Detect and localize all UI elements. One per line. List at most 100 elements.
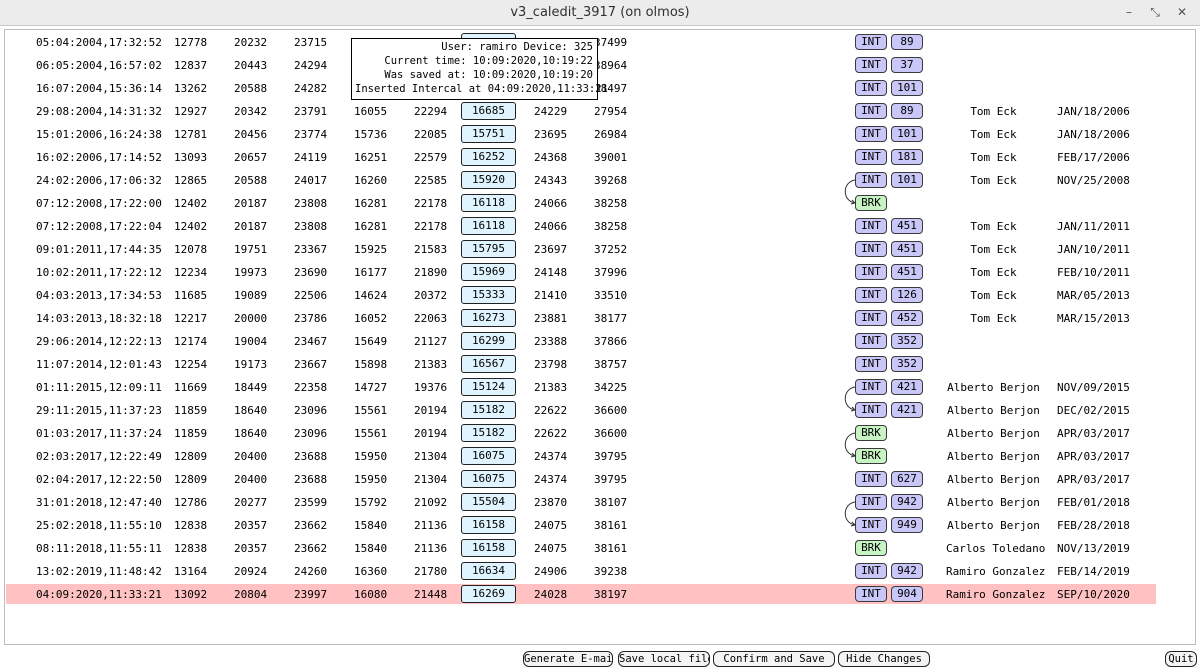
device-number-badge[interactable]: 37 [891, 57, 923, 73]
device-number-badge[interactable]: 451 [891, 264, 923, 280]
table-row[interactable]: 25:02:2018,11:55:10 12838 20357 23662 15840 2… [6, 515, 1156, 535]
intercal-badge[interactable]: INT [855, 586, 887, 602]
device-number-badge[interactable]: 451 [891, 218, 923, 234]
value-edit-field[interactable]: 16567 [461, 355, 516, 373]
intercal-badge[interactable]: INT [855, 57, 887, 73]
device-number-badge[interactable]: 904 [891, 586, 923, 602]
value-edit-field[interactable]: 16273 [461, 309, 516, 327]
close-icon[interactable]: ✕ [1176, 5, 1188, 19]
device-number-badge[interactable]: 352 [891, 356, 923, 372]
table-row[interactable]: 14:03:2013,18:32:18 12217 20000 23786 16052 2… [6, 308, 1156, 328]
device-number-badge[interactable]: 352 [891, 333, 923, 349]
intercal-badge[interactable]: INT [855, 218, 887, 234]
device-number-badge[interactable]: 451 [891, 241, 923, 257]
value-edit-field[interactable]: 16118 [461, 194, 516, 212]
table-row[interactable]: 24:02:2006,17:06:32 12865 20588 24017 16260 2… [6, 170, 1156, 190]
value-edit-field[interactable]: 16118 [461, 217, 516, 235]
break-badge[interactable]: BRK [855, 540, 887, 556]
table-row[interactable]: 04:03:2013,17:34:53 11685 19089 22506 14624 2… [6, 285, 1156, 305]
table-row[interactable]: 29:11:2015,11:37:23 11859 18640 23096 15561 2… [6, 400, 1156, 420]
intercal-badge[interactable]: INT [855, 563, 887, 579]
value-edit-field[interactable]: 16634 [461, 562, 516, 580]
device-number-badge[interactable]: 421 [891, 402, 923, 418]
intercal-badge[interactable]: INT [855, 103, 887, 119]
save-local-file-button[interactable]: Save local file [618, 651, 710, 667]
table-row[interactable]: 29:08:2004,14:31:32 12927 20342 23791 16055 2… [6, 101, 1156, 121]
hide-changes-button[interactable]: Hide Changes [838, 651, 930, 667]
intercal-badge[interactable]: INT [855, 379, 887, 395]
table-row[interactable]: 01:03:2017,11:37:24 11859 18640 23096 15561 2… [6, 423, 1156, 443]
device-number-badge[interactable]: 89 [891, 103, 923, 119]
break-badge[interactable]: BRK [855, 425, 887, 441]
device-number-badge[interactable]: 101 [891, 172, 923, 188]
value-edit-field[interactable]: 16075 [461, 447, 516, 465]
table-row[interactable]: 08:11:2018,11:55:11 12838 20357 23662 15840 2… [6, 538, 1156, 558]
device-number-badge[interactable]: 942 [891, 494, 923, 510]
table-row[interactable]: 11:07:2014,12:01:43 12254 19173 23667 15898 2… [6, 354, 1156, 374]
value-edit-field[interactable]: 15182 [461, 424, 516, 442]
intercal-badge[interactable]: INT [855, 287, 887, 303]
device-number-badge[interactable]: 421 [891, 379, 923, 395]
table-row[interactable]: 31:01:2018,12:47:40 12786 20277 23599 15792 2… [6, 492, 1156, 512]
device-number-badge[interactable]: 949 [891, 517, 923, 533]
table-row[interactable]: 29:06:2014,12:22:13 12174 19004 23467 15649 2… [6, 331, 1156, 351]
value-edit-field[interactable]: 15333 [461, 286, 516, 304]
value-3: 22358 [294, 381, 328, 394]
break-badge[interactable]: BRK [855, 195, 887, 211]
intercal-badge[interactable]: INT [855, 241, 887, 257]
device-number-badge[interactable]: 89 [891, 34, 923, 50]
value-edit-field[interactable]: 15795 [461, 240, 516, 258]
break-badge[interactable]: BRK [855, 448, 887, 464]
value-edit-field[interactable]: 16269 [461, 585, 516, 603]
value-edit-field[interactable]: 16685 [461, 102, 516, 120]
table-row[interactable]: 13:02:2019,11:48:42 13164 20924 24260 16360 2… [6, 561, 1156, 581]
table-row[interactable]: 16:02:2006,17:14:52 13093 20657 24119 16251 2… [6, 147, 1156, 167]
table-row[interactable]: 01:11:2015,12:09:11 11669 18449 22358 14727 1… [6, 377, 1156, 397]
confirm-and-save-button[interactable]: Confirm and Save [713, 651, 835, 667]
intercal-badge[interactable]: INT [855, 310, 887, 326]
table-row[interactable]: 07:12:2008,17:22:00 12402 20187 23808 16281 2… [6, 193, 1156, 213]
value-edit-field[interactable]: 15920 [461, 171, 516, 189]
device-number-badge[interactable]: 452 [891, 310, 923, 326]
intercal-badge[interactable]: INT [855, 402, 887, 418]
intercal-badge[interactable]: INT [855, 471, 887, 487]
value-edit-field[interactable]: 15969 [461, 263, 516, 281]
table-row-selected[interactable]: 04:09:2020,11:33:21 13092 20804 23997 16080 2… [6, 584, 1156, 604]
table-row[interactable]: 15:01:2006,16:24:38 12781 20456 23774 15736 2… [6, 124, 1156, 144]
intercal-badge[interactable]: INT [855, 333, 887, 349]
table-row[interactable]: 09:01:2011,17:44:35 12078 19751 23367 15925 2… [6, 239, 1156, 259]
intercal-badge[interactable]: INT [855, 126, 887, 142]
intercal-badge[interactable]: INT [855, 517, 887, 533]
intercal-badge[interactable]: INT [855, 34, 887, 50]
device-number-badge[interactable]: 101 [891, 80, 923, 96]
value-edit-field[interactable]: 16252 [461, 148, 516, 166]
intercal-badge[interactable]: INT [855, 494, 887, 510]
device-number-badge[interactable]: 181 [891, 149, 923, 165]
quit-button[interactable]: Quit [1165, 651, 1197, 667]
value-edit-field[interactable]: 16299 [461, 332, 516, 350]
generate-email-button[interactable]: Generate E-mail [523, 651, 613, 667]
table-row[interactable]: 02:03:2017,12:22:49 12809 20400 23688 15950 2… [6, 446, 1156, 466]
value-edit-field[interactable]: 15124 [461, 378, 516, 396]
intercal-badge[interactable]: INT [855, 172, 887, 188]
value-edit-field[interactable]: 16158 [461, 539, 516, 557]
device-number-badge[interactable]: 126 [891, 287, 923, 303]
value-edit-field[interactable]: 15504 [461, 493, 516, 511]
table-row[interactable]: 05:04:2004,17:32:52 12778 20232 23715 37499 I… [6, 32, 1156, 52]
value-edit-field[interactable]: 16158 [461, 516, 516, 534]
intercal-badge[interactable]: INT [855, 80, 887, 96]
table-row[interactable]: 07:12:2008,17:22:04 12402 20187 23808 16281 2… [6, 216, 1156, 236]
table-row[interactable]: 10:02:2011,17:22:12 12234 19973 23690 16177 2… [6, 262, 1156, 282]
minimize-icon[interactable]: – [1126, 5, 1132, 19]
device-number-badge[interactable]: 101 [891, 126, 923, 142]
value-edit-field[interactable]: 15751 [461, 125, 516, 143]
device-number-badge[interactable]: 627 [891, 471, 923, 487]
restore-icon[interactable]: ⤡ [1150, 5, 1160, 19]
intercal-badge[interactable]: INT [855, 356, 887, 372]
value-edit-field[interactable]: 15182 [461, 401, 516, 419]
intercal-badge[interactable]: INT [855, 149, 887, 165]
value-edit-field[interactable]: 16075 [461, 470, 516, 488]
intercal-badge[interactable]: INT [855, 264, 887, 280]
table-row[interactable]: 02:04:2017,12:22:50 12809 20400 23688 15950 2… [6, 469, 1156, 489]
device-number-badge[interactable]: 942 [891, 563, 923, 579]
